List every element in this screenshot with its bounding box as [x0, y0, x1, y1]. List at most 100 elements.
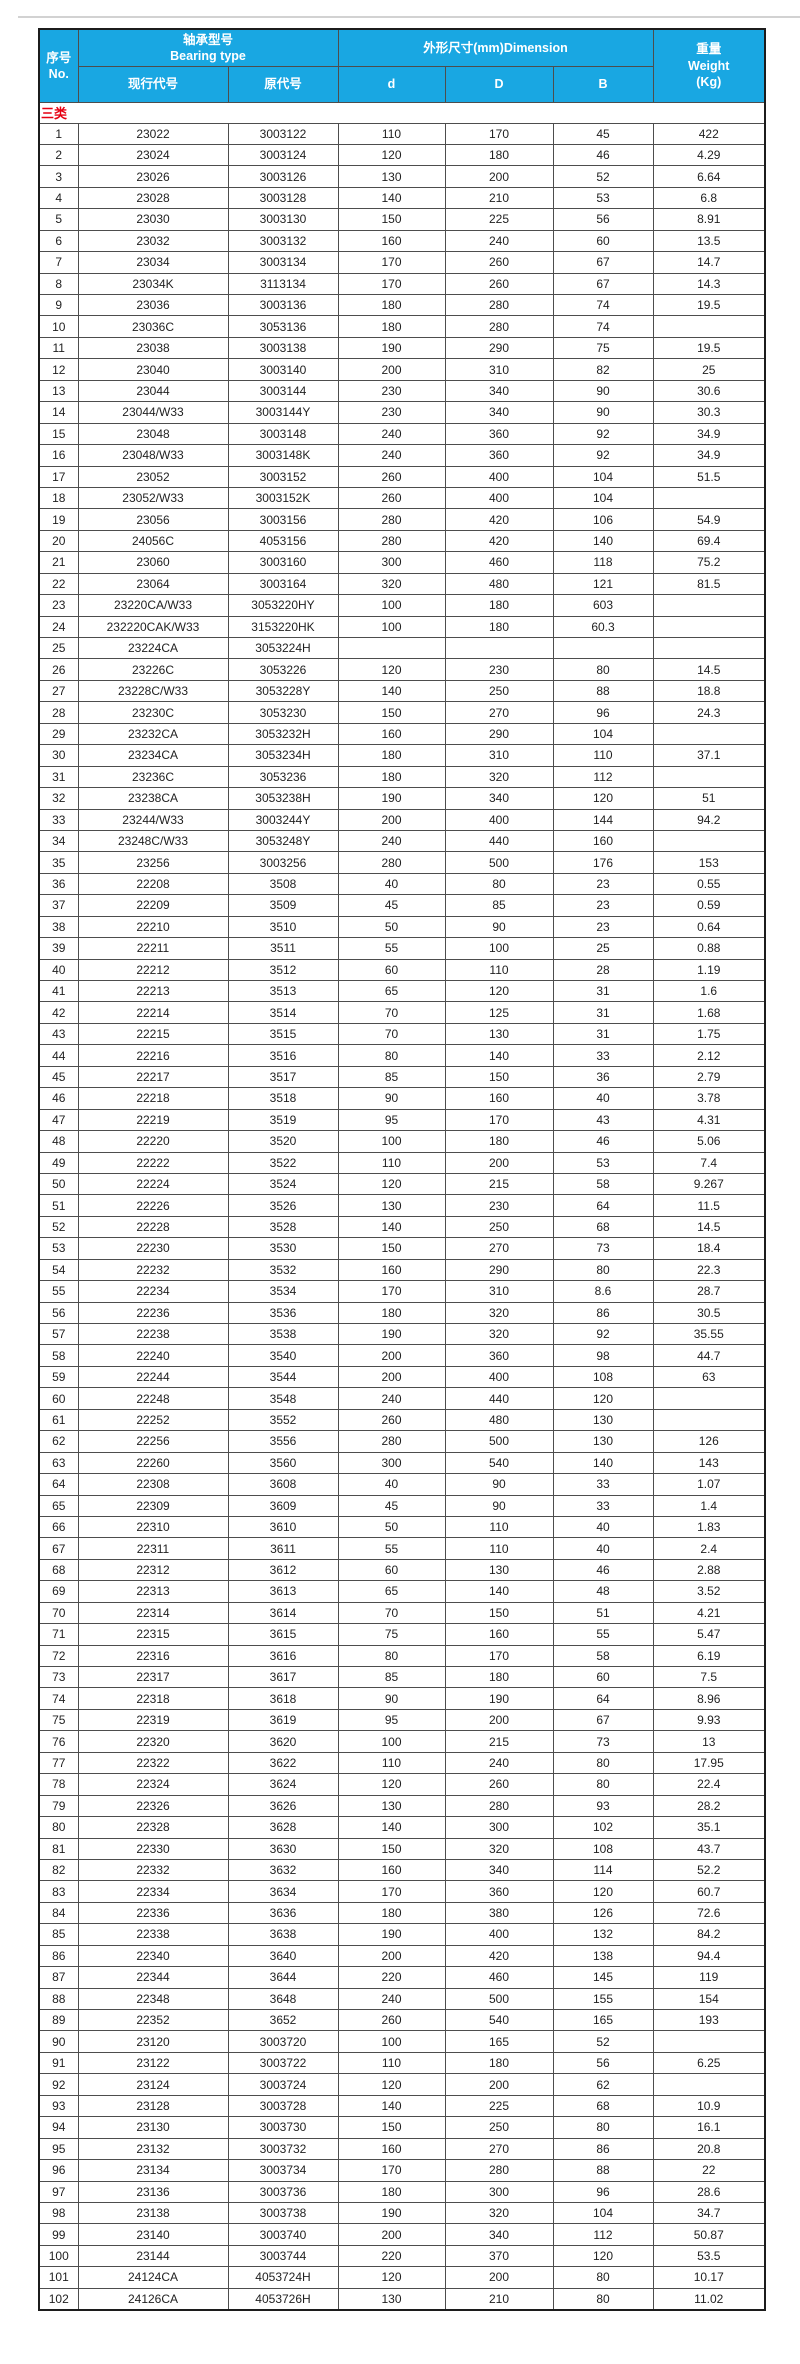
cell-no: 66	[38, 1515, 79, 1539]
cell-no: 28	[38, 701, 79, 724]
cell-D: 180	[444, 2051, 554, 2075]
cell-weight: 75.2	[652, 551, 766, 574]
cell-no: 8	[38, 272, 79, 296]
cell-current-code: 22348	[77, 1987, 229, 2011]
cell-B: 28	[552, 958, 654, 982]
cell-d: 220	[337, 1966, 446, 1989]
cell-weight: 30.6	[652, 379, 766, 403]
table-row: 66 22310 3610 50 110 40 1.83	[38, 1515, 766, 1539]
table-row: 13 23044 3003144 230 340 90 30.6	[38, 379, 766, 403]
cell-no: 42	[38, 1001, 79, 1024]
cell-no: 18	[38, 486, 79, 510]
cell-current-code: 23140	[77, 2223, 229, 2246]
cell-current-code: 23248C/W33	[77, 829, 229, 853]
cell-current-code: 22252	[77, 1408, 229, 1432]
cell-B: 160	[552, 829, 654, 853]
cell-current-code: 23034	[77, 251, 229, 274]
table-row: 46 22218 3518 90 160 40 3.78	[38, 1087, 766, 1110]
table-row: 56 22236 3536 180 320 86 30.5	[38, 1301, 766, 1325]
cell-D: 340	[444, 2223, 554, 2246]
cell-old-code: 3003744	[227, 2244, 339, 2268]
cell-weight: 30.3	[652, 401, 766, 424]
cell-current-code: 23226C	[77, 658, 229, 681]
cell-weight: 43.7	[652, 1837, 766, 1860]
cell-weight: 14.5	[652, 1215, 766, 1239]
cell-current-code: 23128	[77, 2094, 229, 2118]
cell-weight: 13.5	[652, 229, 766, 253]
cell-no: 68	[38, 1558, 79, 1582]
table-row: 22 23064 3003164 320 480 121 81.5	[38, 572, 766, 596]
cell-B: 64	[552, 1194, 654, 1217]
cell-old-code: 3616	[227, 1644, 339, 1668]
cell-weight: 2.12	[652, 1044, 766, 1067]
cell-d: 190	[337, 1322, 446, 1346]
cell-d: 140	[337, 186, 446, 210]
cell-weight: 4.21	[652, 1601, 766, 1625]
cell-D: 540	[444, 2008, 554, 2032]
cell-weight: 10.17	[652, 2266, 766, 2289]
cell-old-code: 3538	[227, 1322, 339, 1346]
cell-weight: 422	[652, 122, 766, 145]
cell-current-code: 23036	[77, 293, 229, 317]
cell-d: 85	[337, 1665, 446, 1689]
cell-d: 60	[337, 958, 446, 982]
table-row: 7 23034 3003134 170 260 67 14.7	[38, 251, 766, 274]
cell-current-code: 22238	[77, 1322, 229, 1346]
cell-current-code: 22317	[77, 1665, 229, 1689]
table-row: 88 22348 3648 240 500 155 154	[38, 1987, 766, 2011]
cell-old-code: 3520	[227, 1130, 339, 1153]
cell-current-code: 22309	[77, 1494, 229, 1517]
cell-B: 80	[552, 1773, 654, 1796]
cell-no: 61	[38, 1408, 79, 1432]
cell-D: 180	[444, 615, 554, 639]
cell-d: 40	[337, 1473, 446, 1496]
cell-old-code: 3528	[227, 1215, 339, 1239]
cell-B: 31	[552, 1001, 654, 1024]
cell-d: 200	[337, 1944, 446, 1968]
bearing-spec-table: 序号 No. 轴承型号 Bearing type 外形尺寸(mm)Dimensi…	[38, 28, 766, 2311]
cell-weight: 18.8	[652, 679, 766, 703]
cell-D: 420	[444, 529, 554, 553]
cell-D: 160	[444, 1623, 554, 1646]
col-header-current-code: 现行代号	[77, 65, 229, 103]
cell-B: 74	[552, 315, 654, 338]
cell-old-code: 3003164	[227, 572, 339, 596]
table-row: 15 23048 3003148 240 360 92 34.9	[38, 422, 766, 446]
cell-old-code: 3611	[227, 1537, 339, 1560]
cell-B: 93	[552, 1794, 654, 1818]
cell-no: 72	[38, 1644, 79, 1668]
cell-no: 64	[38, 1473, 79, 1496]
cell-d: 200	[337, 1365, 446, 1389]
cell-B: 110	[552, 744, 654, 767]
cell-current-code: 23038	[77, 336, 229, 360]
cell-B: 62	[552, 2073, 654, 2096]
cell-B: 118	[552, 551, 654, 574]
cell-current-code: 22213	[77, 979, 229, 1003]
cell-B: 176	[552, 851, 654, 874]
cell-weight: 0.59	[652, 894, 766, 917]
cell-old-code: 3053232H	[227, 722, 339, 746]
cell-d: 60	[337, 1558, 446, 1582]
cell-B: 104	[552, 722, 654, 746]
cell-weight: 28.2	[652, 1794, 766, 1818]
cell-D: 300	[444, 2180, 554, 2203]
cell-no: 102	[38, 2287, 79, 2311]
cell-current-code: 24124CA	[77, 2266, 229, 2289]
cell-B: 67	[552, 251, 654, 274]
cell-old-code: 3560	[227, 1451, 339, 1475]
cell-D: 320	[444, 1837, 554, 1860]
cell-B: 138	[552, 1944, 654, 1968]
cell-no: 36	[38, 872, 79, 896]
cell-no: 93	[38, 2094, 79, 2118]
cell-D: 165	[444, 2030, 554, 2053]
cell-B: 25	[552, 937, 654, 960]
cell-D: 240	[444, 1751, 554, 1775]
table-row: 74 22318 3618 90 190 64 8.96	[38, 1687, 766, 1710]
cell-old-code: 3003134	[227, 251, 339, 274]
cell-weight: 9.93	[652, 1708, 766, 1732]
cell-weight: 94.2	[652, 808, 766, 831]
cell-B: 53	[552, 1151, 654, 1174]
cell-B: 64	[552, 1687, 654, 1710]
cell-weight: 30.5	[652, 1301, 766, 1325]
cell-B: 104	[552, 465, 654, 488]
